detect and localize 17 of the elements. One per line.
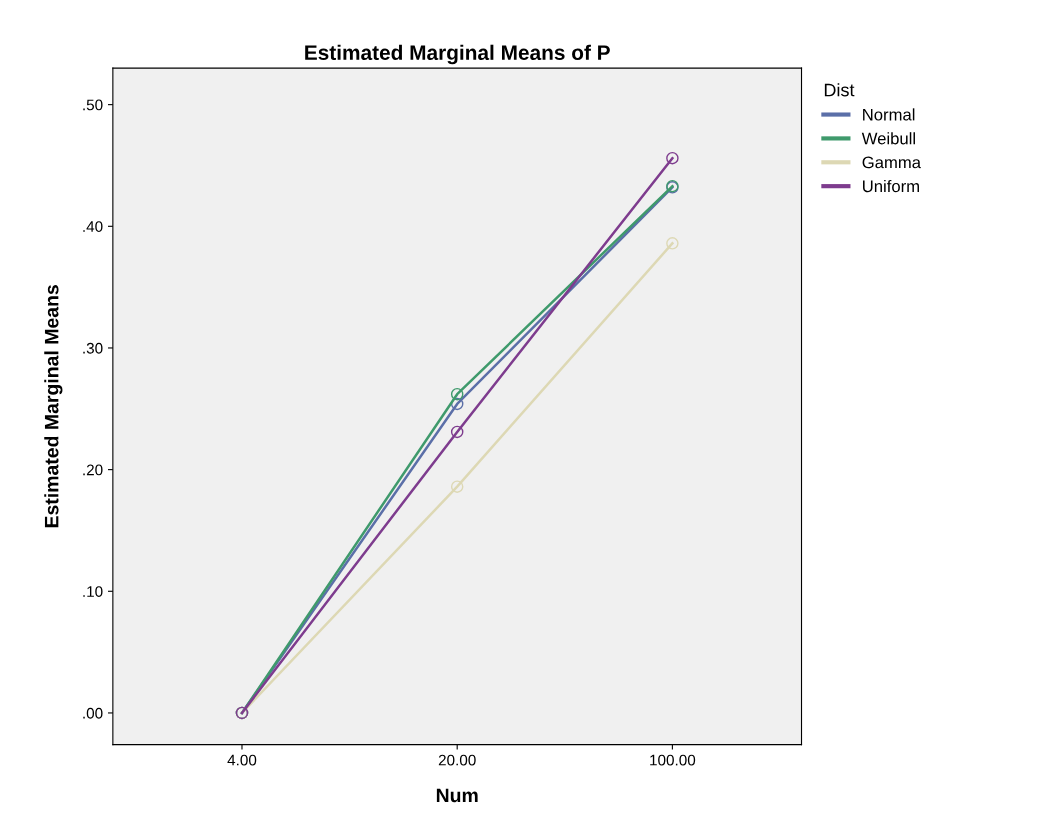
- x-tick-label: 100.00: [650, 754, 696, 766]
- legend-label: Normal: [863, 108, 915, 121]
- y-tick-label: .20: [83, 464, 103, 476]
- y-tick-label: .30: [83, 342, 103, 354]
- x-tick-label: 20.00: [438, 754, 476, 766]
- chart-title: Estimated Marginal Means of P: [305, 44, 610, 65]
- x-tick-label: 4.00: [227, 754, 257, 766]
- y-axis-title: Estimated Marginal Means: [44, 285, 63, 528]
- legend-label: Weibull: [861, 132, 915, 145]
- y-tick-label: .40: [83, 221, 103, 232]
- y-tick-label: .10: [83, 586, 103, 597]
- y-tick-label: .50: [83, 99, 103, 111]
- legend-label: Uniform: [863, 179, 919, 193]
- legend-label: Gamma: [862, 156, 921, 169]
- y-tick-label: .00: [83, 707, 103, 719]
- x-axis-title: Num: [436, 788, 478, 803]
- legend-title: Dist: [824, 83, 855, 97]
